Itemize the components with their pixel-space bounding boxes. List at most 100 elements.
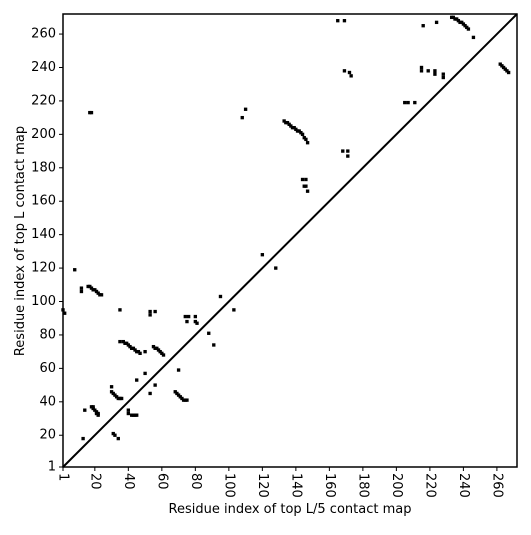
x-tick-label: 120	[255, 473, 270, 498]
y-tick-label: 140	[31, 227, 56, 242]
contact-point	[342, 19, 347, 23]
y-axis-label: Residue index of top L contact map	[13, 126, 28, 356]
contact-point	[81, 436, 85, 441]
contact-point	[124, 341, 129, 345]
contact-point	[161, 353, 166, 357]
contact-point	[471, 35, 476, 40]
y-tick-label: 60	[39, 361, 56, 376]
contact-point	[466, 27, 471, 31]
contact-point	[116, 436, 120, 441]
x-tick-label: 180	[355, 473, 370, 498]
contact-point	[304, 137, 308, 142]
contact-point	[126, 408, 131, 412]
contact-point	[419, 65, 424, 70]
x-tick-label: 140	[288, 473, 303, 498]
contact-point	[118, 339, 122, 344]
contact-point	[135, 378, 139, 382]
contact-point	[300, 177, 305, 182]
y-tick-label: 180	[31, 160, 56, 175]
contact-point	[403, 100, 407, 105]
contact-point	[341, 149, 345, 153]
contact-point	[413, 100, 417, 105]
contact-point	[153, 309, 157, 314]
contact-point	[441, 72, 445, 76]
contact-point	[113, 433, 117, 437]
contact-point	[118, 308, 122, 312]
y-tick-label: 120	[31, 261, 56, 276]
contact-point	[406, 100, 410, 105]
x-tick-label: 20	[87, 473, 102, 490]
y-tick-label: 240	[31, 60, 56, 75]
x-tick-label: 80	[188, 473, 203, 490]
contact-point	[89, 110, 94, 115]
contact-point	[342, 69, 347, 73]
contact-point	[94, 411, 99, 416]
contact-point	[83, 408, 87, 412]
contact-point	[207, 331, 211, 335]
contact-point	[232, 308, 236, 312]
x-tick-label: 260	[489, 473, 504, 498]
contact-point	[299, 131, 303, 135]
y-tick-label: 160	[31, 194, 56, 209]
contact-point	[195, 321, 199, 325]
contact-point	[138, 351, 142, 356]
contact-point	[119, 396, 124, 401]
contact-point	[456, 19, 461, 23]
x-tick-label: 240	[456, 473, 471, 498]
y-tick-label: 40	[39, 394, 56, 409]
contact-point	[347, 70, 352, 75]
contact-point	[135, 413, 139, 417]
contact-point	[126, 411, 131, 416]
x-tick-label: 100	[221, 473, 236, 498]
contact-point	[285, 120, 290, 125]
contact-point	[243, 107, 248, 111]
contact-point	[433, 69, 437, 73]
contact-point	[186, 314, 191, 319]
contact-point	[349, 74, 353, 78]
contact-point	[148, 313, 152, 317]
contact-point	[500, 64, 504, 68]
contact-point	[183, 314, 187, 319]
x-tick-label: 200	[389, 473, 404, 498]
y-tick-label: 1	[48, 460, 56, 475]
contact-point	[79, 286, 84, 290]
y-tick-label: 80	[39, 327, 56, 342]
contact-point	[148, 391, 152, 396]
contact-point	[346, 154, 350, 158]
contact-point	[185, 319, 189, 324]
contact-point	[63, 311, 67, 315]
contact-point	[240, 115, 244, 120]
contact-point	[99, 293, 104, 297]
contact-point	[153, 383, 157, 387]
contact-point	[506, 70, 511, 75]
y-tick-label: 100	[31, 294, 56, 309]
contact-point	[185, 398, 189, 402]
y-tick-label: 220	[31, 93, 56, 108]
contact-point	[304, 184, 308, 188]
y-tick-label: 20	[39, 428, 56, 443]
x-axis-label: Residue index of top L/5 contact map	[169, 502, 412, 517]
contact-point	[421, 24, 425, 28]
contact-point	[426, 69, 430, 73]
contact-point	[441, 75, 445, 80]
y-tick-label: 200	[31, 127, 56, 142]
contact-point	[419, 69, 424, 73]
x-tick-label: 60	[154, 473, 169, 490]
plot-frame	[62, 13, 518, 468]
contact-point	[305, 141, 310, 145]
x-tick-label: 1	[56, 473, 71, 481]
contact-point	[346, 149, 350, 153]
contact-point	[449, 15, 454, 20]
contact-point	[305, 189, 310, 193]
contact-point	[274, 266, 278, 270]
contact-point	[300, 132, 305, 137]
contact-point	[434, 20, 439, 25]
contact-point	[336, 19, 340, 23]
contact-point	[126, 343, 131, 347]
contact-point	[79, 289, 84, 294]
contact-point	[433, 72, 437, 76]
diagonal	[62, 13, 518, 468]
contact-point	[212, 343, 216, 347]
contact-point	[73, 268, 77, 272]
